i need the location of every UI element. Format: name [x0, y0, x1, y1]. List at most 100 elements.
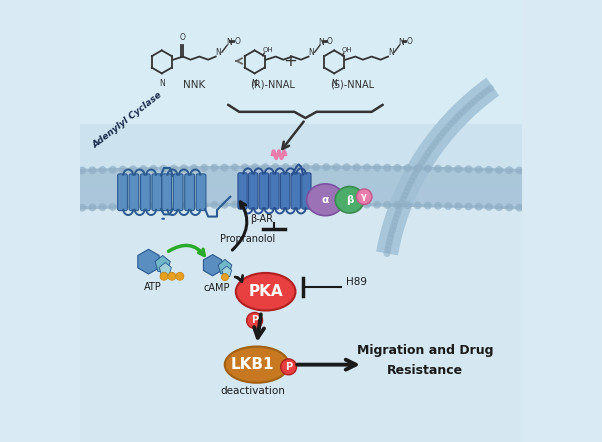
Circle shape [322, 163, 330, 171]
Text: Propranolol: Propranolol [220, 234, 276, 244]
FancyBboxPatch shape [259, 173, 268, 209]
Circle shape [282, 200, 290, 208]
Text: PKA: PKA [249, 284, 283, 299]
Text: β: β [346, 195, 353, 205]
Circle shape [447, 120, 455, 127]
Text: OH: OH [342, 47, 353, 53]
Polygon shape [376, 78, 499, 255]
Circle shape [495, 203, 503, 211]
Circle shape [363, 201, 371, 209]
FancyBboxPatch shape [291, 173, 300, 209]
Text: O: O [327, 37, 333, 46]
Text: N: N [308, 48, 314, 57]
Circle shape [261, 163, 269, 171]
Circle shape [402, 192, 408, 199]
Text: O: O [179, 33, 185, 42]
Circle shape [453, 114, 460, 122]
Circle shape [386, 238, 393, 245]
Circle shape [88, 166, 96, 174]
Text: H89: H89 [346, 277, 367, 287]
Ellipse shape [236, 273, 296, 310]
FancyBboxPatch shape [281, 173, 290, 209]
Circle shape [412, 170, 419, 177]
Polygon shape [160, 263, 172, 275]
Circle shape [475, 203, 483, 211]
Circle shape [272, 163, 279, 171]
Polygon shape [155, 255, 170, 271]
Circle shape [176, 272, 184, 280]
Text: β-AR: β-AR [250, 214, 273, 224]
Circle shape [247, 312, 262, 328]
Circle shape [477, 92, 484, 99]
Circle shape [423, 152, 430, 160]
Circle shape [471, 98, 478, 105]
Circle shape [149, 202, 157, 210]
Circle shape [435, 136, 441, 143]
Text: N: N [226, 38, 232, 47]
Circle shape [220, 201, 229, 209]
Circle shape [403, 164, 412, 172]
Text: α: α [321, 195, 329, 205]
Circle shape [468, 100, 475, 107]
Text: P: P [251, 316, 258, 325]
Circle shape [292, 163, 300, 171]
FancyBboxPatch shape [270, 173, 279, 209]
Circle shape [383, 164, 391, 171]
Circle shape [388, 230, 395, 237]
Polygon shape [138, 249, 159, 274]
Text: N: N [252, 79, 258, 88]
Text: LKB1: LKB1 [231, 357, 274, 372]
Circle shape [405, 184, 412, 191]
Text: N: N [399, 38, 404, 47]
Circle shape [515, 167, 523, 175]
Circle shape [425, 149, 432, 156]
FancyBboxPatch shape [173, 174, 183, 211]
FancyBboxPatch shape [117, 174, 128, 211]
Text: Resistance: Resistance [386, 364, 463, 377]
Polygon shape [218, 259, 232, 274]
Circle shape [487, 85, 494, 92]
Text: N: N [159, 79, 164, 88]
Circle shape [406, 181, 414, 188]
Circle shape [222, 274, 229, 281]
Circle shape [474, 95, 481, 102]
Circle shape [432, 139, 439, 146]
Circle shape [462, 106, 469, 113]
Text: O: O [234, 37, 240, 46]
Circle shape [390, 222, 397, 229]
Polygon shape [80, 188, 522, 442]
Circle shape [251, 200, 259, 208]
Circle shape [400, 195, 407, 202]
Circle shape [408, 177, 415, 184]
Circle shape [160, 165, 167, 173]
Circle shape [383, 250, 391, 257]
Circle shape [391, 218, 399, 225]
FancyBboxPatch shape [249, 173, 258, 209]
FancyBboxPatch shape [238, 173, 247, 209]
Circle shape [312, 200, 320, 208]
Text: (S)-NNAL: (S)-NNAL [330, 80, 374, 90]
Polygon shape [80, 202, 522, 210]
Circle shape [483, 88, 491, 95]
FancyBboxPatch shape [129, 174, 139, 211]
Circle shape [180, 202, 188, 210]
Circle shape [78, 167, 86, 175]
Circle shape [439, 130, 447, 137]
Text: N: N [318, 38, 324, 47]
Circle shape [398, 199, 405, 206]
Circle shape [430, 142, 436, 149]
Circle shape [190, 164, 198, 172]
Circle shape [414, 202, 421, 210]
Polygon shape [203, 255, 222, 276]
Circle shape [109, 203, 117, 211]
Circle shape [180, 164, 188, 172]
Circle shape [241, 164, 249, 171]
Circle shape [403, 201, 412, 209]
Text: ATP: ATP [144, 282, 162, 293]
Circle shape [389, 226, 396, 233]
Circle shape [353, 201, 361, 209]
Circle shape [384, 246, 391, 253]
Circle shape [414, 164, 421, 172]
Circle shape [139, 165, 147, 173]
Circle shape [442, 126, 449, 133]
